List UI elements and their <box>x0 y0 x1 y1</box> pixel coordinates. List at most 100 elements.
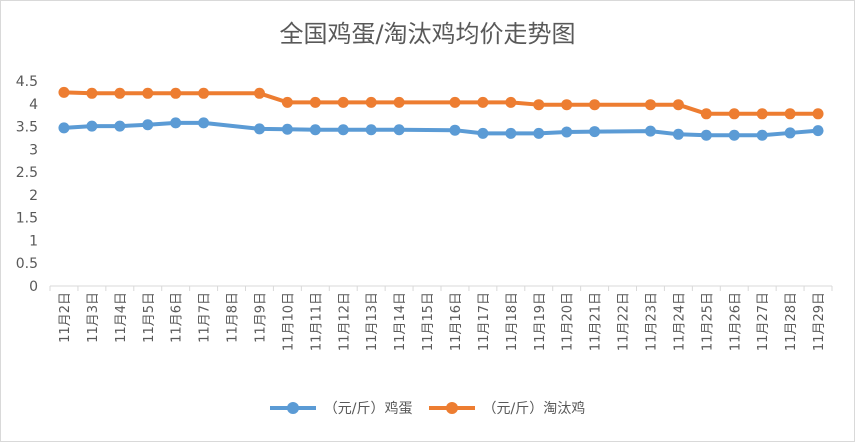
data-point <box>644 99 656 111</box>
y-tick-label: 3.5 <box>16 120 38 136</box>
series-layer <box>58 86 824 141</box>
data-point <box>170 87 182 99</box>
legend-label-eggs: （元/斤）鸡蛋 <box>323 401 413 417</box>
data-point <box>561 126 573 138</box>
data-point <box>589 126 601 138</box>
x-tick-label: 11月5日 <box>142 292 157 343</box>
x-tick-label: 11月8日 <box>226 292 241 343</box>
x-tick-label: 11月27日 <box>756 292 771 351</box>
y-tick-label: 1 <box>29 233 38 249</box>
y-tick-label: 0 <box>29 279 38 295</box>
data-point <box>812 125 824 137</box>
x-tick-label: 11月13日 <box>365 292 380 351</box>
data-point <box>505 127 517 139</box>
x-tick-label: 11月9日 <box>253 292 268 343</box>
x-tick-label: 11月16日 <box>449 292 464 351</box>
data-point <box>86 120 98 132</box>
legend-swatch-culled-hens <box>428 402 475 414</box>
x-tick-label: 11月26日 <box>728 292 743 351</box>
data-point <box>672 99 684 111</box>
data-point <box>477 127 489 139</box>
data-point <box>253 123 265 135</box>
x-tick-label: 11月18日 <box>505 292 520 351</box>
x-tick-label: 11月4日 <box>114 292 129 343</box>
data-point <box>812 108 824 120</box>
data-point <box>142 119 154 131</box>
data-point <box>700 129 712 141</box>
x-tick-label: 11月7日 <box>198 292 213 343</box>
x-tick-label: 11月29日 <box>812 292 827 351</box>
x-tick-label: 11月11日 <box>309 292 324 351</box>
data-point <box>253 87 265 99</box>
legend-item-culled-hens: （元/斤）淘汰鸡 <box>428 398 586 418</box>
x-tick-label: 11月28日 <box>784 292 799 351</box>
data-point <box>784 127 796 139</box>
data-point <box>533 127 545 139</box>
legend: （元/斤）鸡蛋 （元/斤）淘汰鸡 <box>0 398 855 418</box>
x-tick-label: 11月25日 <box>700 292 715 351</box>
y-tick-label: 4.5 <box>16 74 38 90</box>
data-point <box>86 87 98 99</box>
data-point <box>700 108 712 120</box>
data-point <box>309 96 321 108</box>
data-point <box>505 96 517 108</box>
x-tick-label: 11月3日 <box>86 292 101 343</box>
y-tick-label: 3 <box>29 142 38 158</box>
y-tick-label: 0.5 <box>16 256 38 272</box>
data-point <box>198 117 210 129</box>
data-point <box>337 124 349 136</box>
data-point <box>337 96 349 108</box>
data-point <box>644 125 656 137</box>
data-point <box>281 123 293 135</box>
data-point <box>142 87 154 99</box>
x-tick-label: 11月24日 <box>672 292 687 351</box>
series-culled-hens <box>58 86 824 120</box>
data-point <box>281 96 293 108</box>
legend-item-eggs: （元/斤）鸡蛋 <box>269 398 413 418</box>
data-point <box>756 129 768 141</box>
legend-swatch-eggs <box>269 402 316 414</box>
chart-title: 全国鸡蛋/淘汰鸡均价走势图 <box>279 20 576 48</box>
y-tick-label: 4 <box>29 97 38 113</box>
x-tick-label: 11月22日 <box>617 292 632 351</box>
data-point <box>170 117 182 129</box>
x-tick-label: 11月19日 <box>533 292 548 351</box>
data-point <box>114 87 126 99</box>
x-tick-label: 11月14日 <box>393 292 408 351</box>
x-tick-label: 11月17日 <box>477 292 492 351</box>
x-tick-label: 11月2日 <box>58 292 73 343</box>
y-axis: 0 0.5 1 1.5 2 2.5 3 3.5 4 4.5 <box>16 74 38 295</box>
data-point <box>198 87 210 99</box>
x-tick-label: 11月10日 <box>281 292 296 351</box>
data-point <box>756 108 768 120</box>
data-point <box>728 108 740 120</box>
data-point <box>533 99 545 111</box>
x-tick-label: 11月15日 <box>421 292 436 351</box>
data-point <box>365 96 377 108</box>
data-point <box>58 86 70 98</box>
data-point <box>449 96 461 108</box>
data-point <box>58 122 70 134</box>
x-tick-label: 11月6日 <box>170 292 185 343</box>
data-point <box>672 128 684 140</box>
data-point <box>728 129 740 141</box>
y-tick-label: 2.5 <box>16 165 38 181</box>
data-point <box>449 124 461 136</box>
data-point <box>784 108 796 120</box>
data-point <box>365 124 377 136</box>
x-tick-label: 11月20日 <box>561 292 576 351</box>
data-point <box>477 96 489 108</box>
data-point <box>309 124 321 136</box>
data-point <box>393 96 405 108</box>
legend-label-culled-hens: （元/斤）淘汰鸡 <box>482 401 586 417</box>
x-axis: 11月2日 11月3日 11月4日 11月5日 11月6日 11月7日 11月8日 11月9日… <box>49 285 833 351</box>
y-tick-label: 1.5 <box>16 211 38 227</box>
x-tick-label: 11月12日 <box>337 292 352 351</box>
data-point <box>561 99 573 111</box>
series-eggs <box>58 117 824 141</box>
data-point <box>393 124 405 136</box>
x-tick-label: 11月23日 <box>644 292 659 351</box>
x-tick-label: 11月21日 <box>589 292 604 351</box>
